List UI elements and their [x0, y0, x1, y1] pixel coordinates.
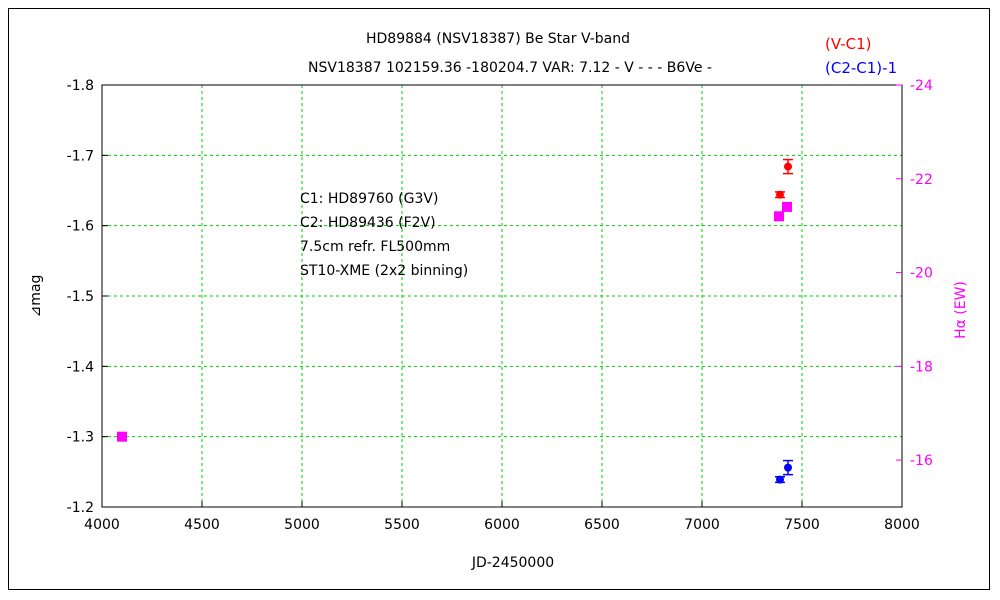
x-tick-label: 5500: [384, 517, 420, 533]
y2-tick-label: -18: [910, 359, 933, 375]
y-tick-label: -1.3: [67, 430, 94, 446]
y-axis-label: ⊿mag: [28, 275, 44, 318]
x-axis-label: JD-2450000: [471, 555, 554, 571]
data-point-square: [117, 431, 127, 442]
annotation-line-1: C1: HD89760 (G3V): [300, 191, 438, 207]
grid: [102, 85, 902, 507]
data-point-circle: [776, 475, 784, 484]
x-tick-label: 8000: [884, 517, 920, 533]
data-point-circle: [784, 463, 792, 472]
chart-subtitle: NSV18387 102159.36 -180204.7 VAR: 7.12 -…: [308, 60, 712, 76]
data-point-circle: [784, 162, 792, 171]
x-tick-label: 4000: [84, 517, 120, 533]
data-point-square: [782, 201, 792, 212]
x-tick-label: 5000: [284, 517, 320, 533]
y-tick-label: -1.2: [67, 500, 94, 516]
annotation-line-3: 7.5cm refr. FL500mm: [300, 239, 450, 255]
annotation-line-2: C2: HD89436 (F2V): [300, 215, 436, 231]
legend-v-c1: (V-C1): [825, 35, 872, 53]
x-tick-label: 4500: [184, 517, 220, 533]
y2-tick-label: -16: [910, 453, 933, 469]
axes: 4000 4500 5000 5500 6000 6500 7000 7500 8000 -1.8…: [67, 78, 933, 533]
data-point-circle: [776, 190, 784, 199]
legend-c2-c1: (C2-C1)-1: [825, 59, 897, 77]
annotation-line-4: ST10-XME (2x2 binning): [300, 263, 468, 279]
x-tick-label: 6500: [584, 517, 620, 533]
x-tick-label: 7000: [684, 517, 720, 533]
y2-tick-label: -20: [910, 266, 933, 282]
y-tick-label: -1.7: [67, 148, 94, 164]
chart-title: HD89884 (NSV18387) Be Star V-band: [366, 31, 630, 47]
y2-tick-label: -22: [910, 172, 933, 188]
x-tick-label: 7500: [784, 517, 820, 533]
data-point-square: [774, 211, 784, 222]
data-marks: [117, 158, 793, 484]
chart-frame: [8, 8, 990, 590]
y-tick-label: -1.8: [67, 78, 94, 94]
y2-tick-label: -24: [910, 78, 933, 94]
x-tick-label: 6000: [484, 517, 520, 533]
y-tick-label: -1.4: [67, 359, 94, 375]
y-tick-label: -1.6: [67, 219, 94, 235]
y-tick-label: -1.5: [67, 289, 94, 305]
y2-axis-label: Hα (EW): [953, 281, 969, 339]
